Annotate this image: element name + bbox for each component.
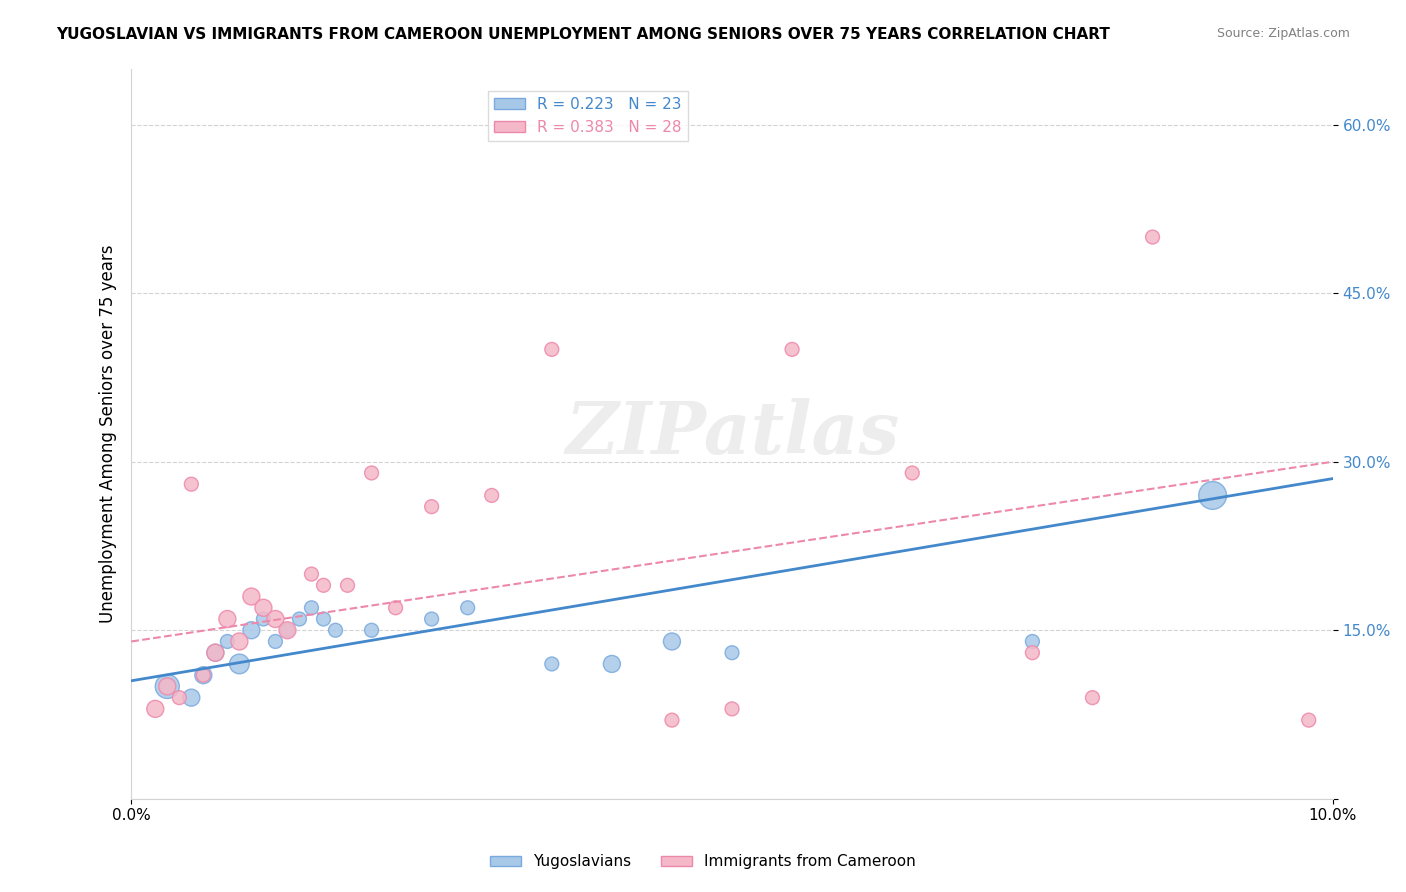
Legend: R = 0.223   N = 23, R = 0.383   N = 28: R = 0.223 N = 23, R = 0.383 N = 28 [488,91,688,141]
Point [301,600,323,615]
Point [288,612,311,626]
Point [457,600,479,615]
Point [420,612,443,626]
Point [264,612,287,626]
Point [276,624,298,638]
Point [312,578,335,592]
Point [1081,690,1104,705]
Point [240,624,263,638]
Point [204,646,226,660]
Point [228,657,250,671]
Point [600,657,623,671]
Point [264,634,287,648]
Point [540,657,562,671]
Text: ZIPatlas: ZIPatlas [565,398,898,469]
Point [180,477,202,491]
Legend: Yugoslavians, Immigrants from Cameroon: Yugoslavians, Immigrants from Cameroon [484,848,922,875]
Point [540,343,562,357]
Point [240,590,263,604]
Point [1298,713,1320,727]
Point [217,612,239,626]
Point [1142,230,1164,244]
Point [312,612,335,626]
Point [217,634,239,648]
Point [325,624,347,638]
Point [156,680,179,694]
Point [276,624,298,638]
Point [156,680,179,694]
Point [384,600,406,615]
Point [901,466,924,480]
Point [661,634,683,648]
Point [301,567,323,582]
Point [721,646,744,660]
Point [336,578,359,592]
Point [169,690,191,705]
Point [481,488,503,502]
Y-axis label: Unemployment Among Seniors over 75 years: Unemployment Among Seniors over 75 years [100,244,117,623]
Point [780,343,803,357]
Point [228,634,250,648]
Point [193,668,215,682]
Point [420,500,443,514]
Point [360,624,382,638]
Point [1201,488,1223,502]
Point [193,668,215,682]
Point [180,690,202,705]
Point [360,466,382,480]
Point [721,702,744,716]
Text: Source: ZipAtlas.com: Source: ZipAtlas.com [1216,27,1350,40]
Point [252,600,274,615]
Point [1021,646,1043,660]
Point [1021,634,1043,648]
Point [252,612,274,626]
Point [204,646,226,660]
Point [143,702,166,716]
Text: YUGOSLAVIAN VS IMMIGRANTS FROM CAMEROON UNEMPLOYMENT AMONG SENIORS OVER 75 YEARS: YUGOSLAVIAN VS IMMIGRANTS FROM CAMEROON … [56,27,1111,42]
Point [661,713,683,727]
